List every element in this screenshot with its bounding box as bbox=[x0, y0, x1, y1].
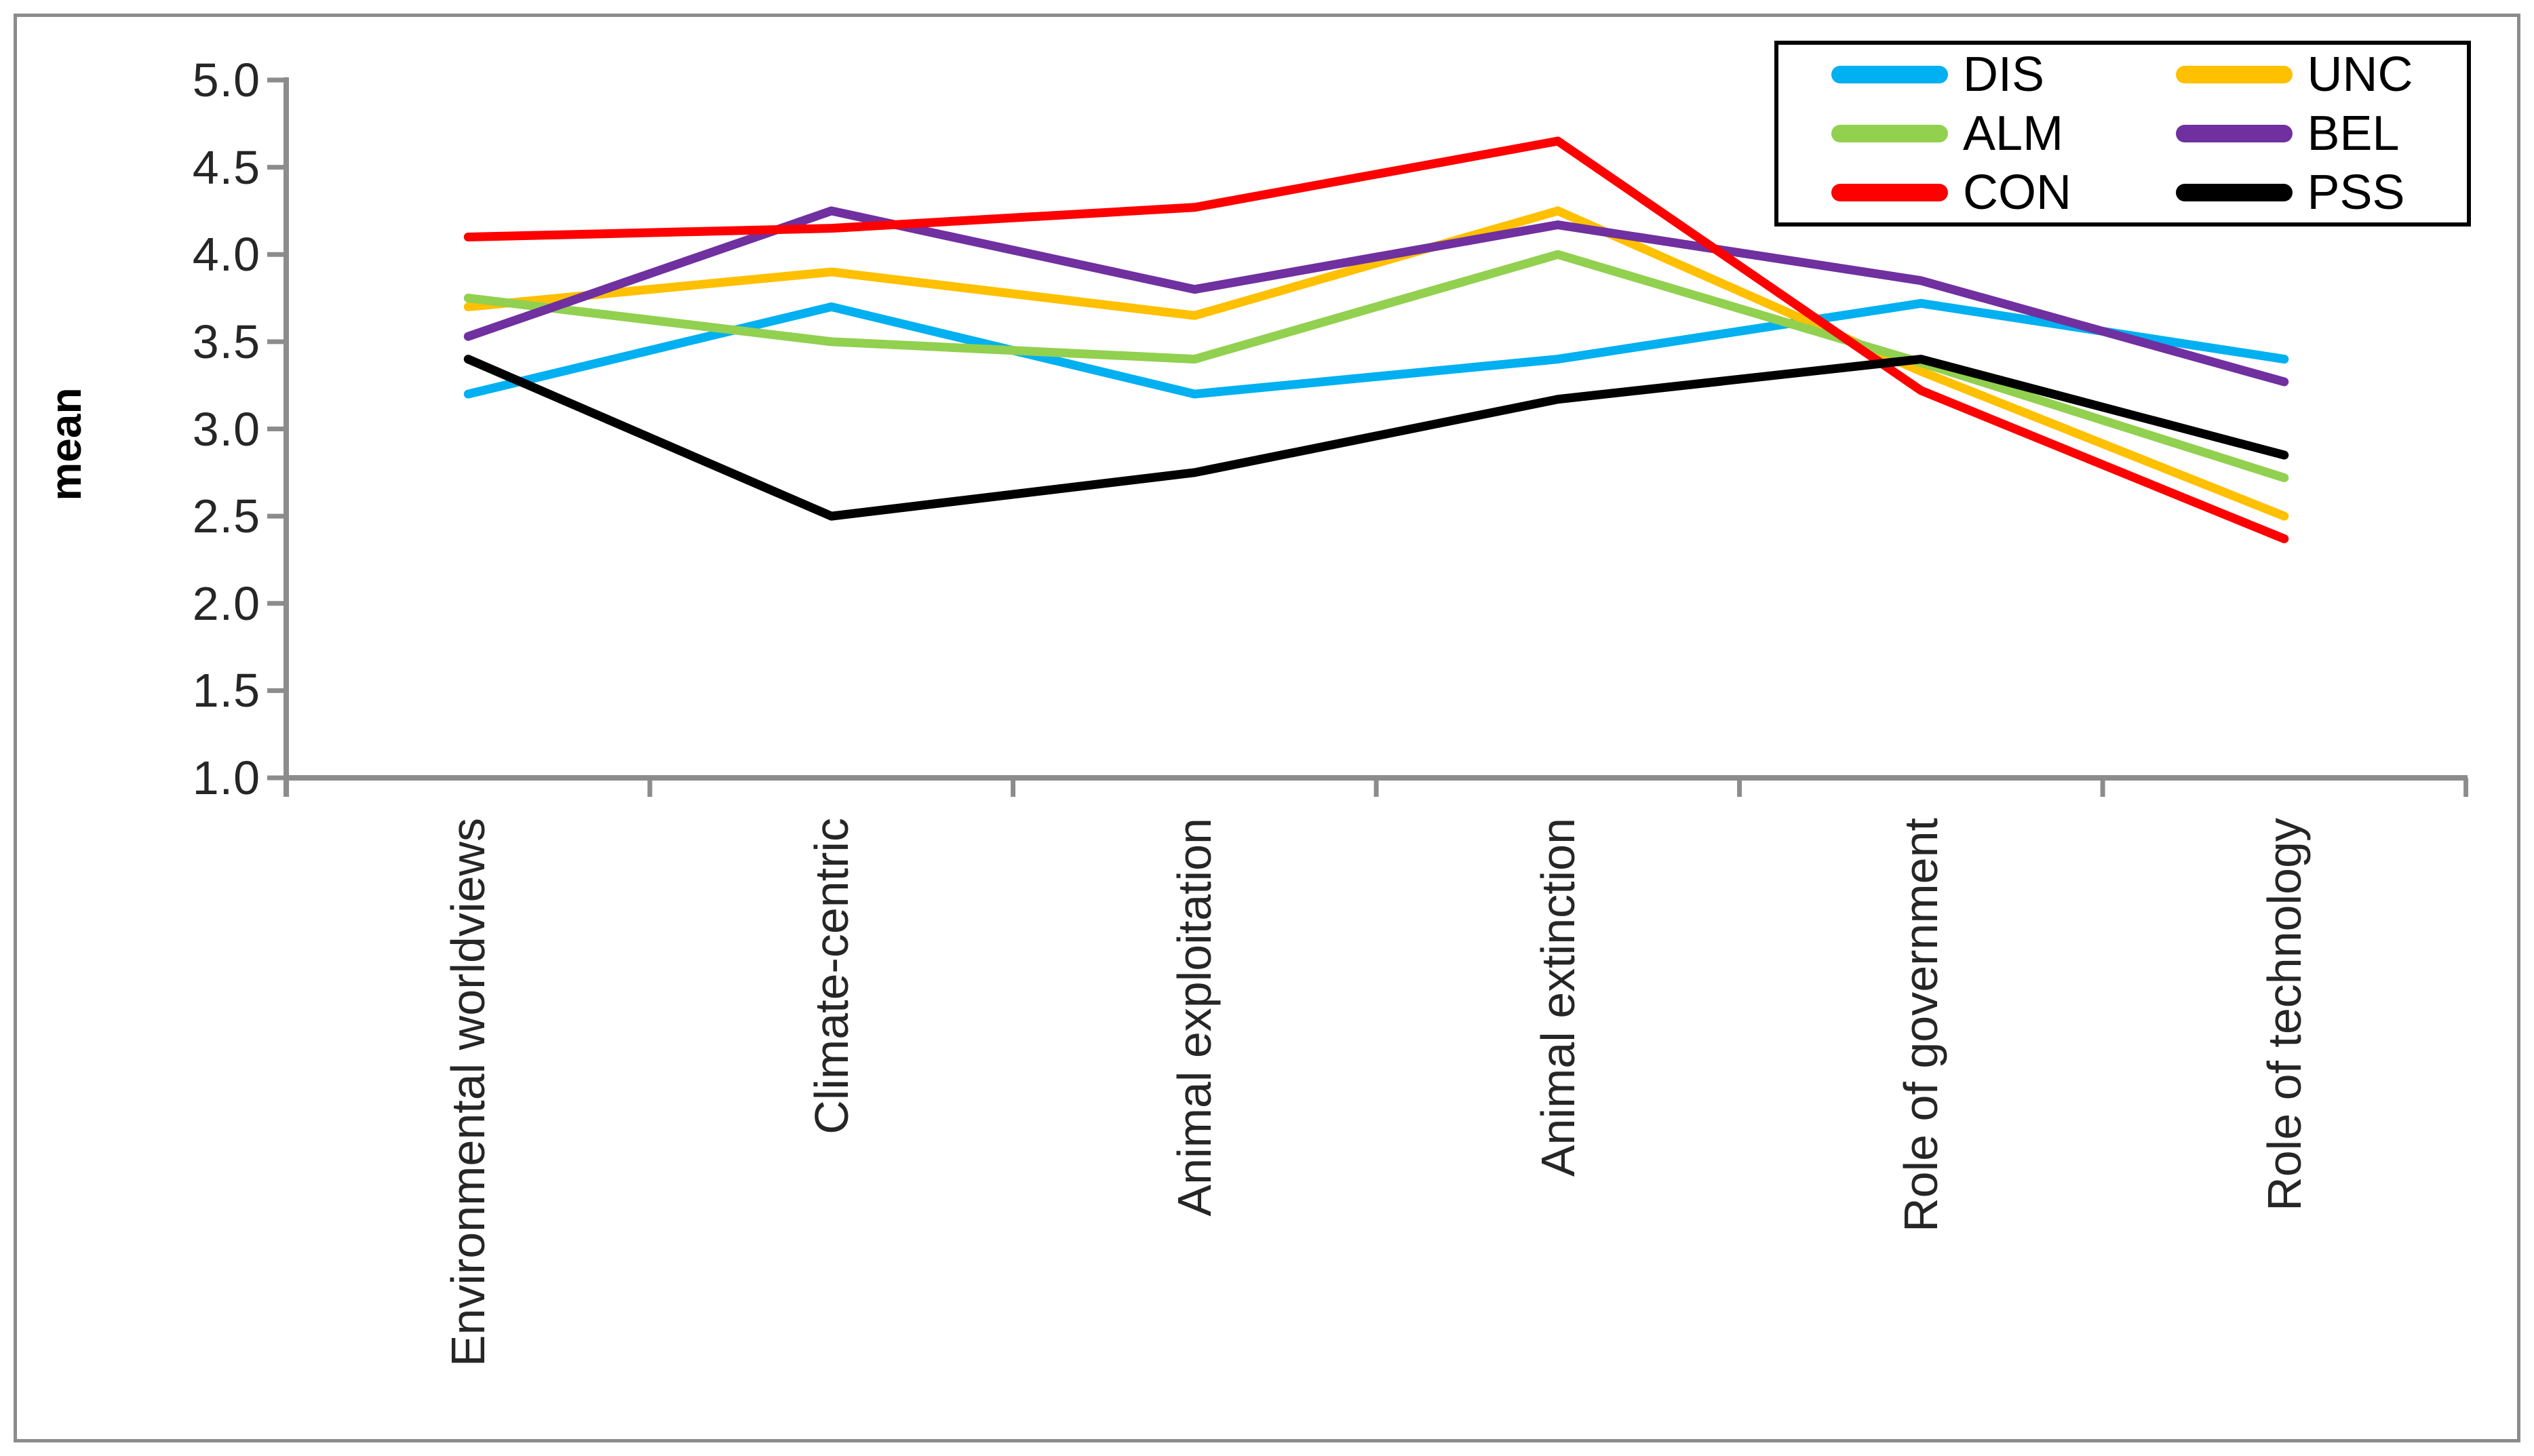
legend-swatch-con bbox=[1831, 184, 1948, 202]
legend-entry-alm: ALM bbox=[1778, 104, 2123, 163]
y-tick-label: 4.5 bbox=[192, 140, 260, 194]
y-tick-label: 2.5 bbox=[192, 490, 260, 543]
legend-label: DIS bbox=[1963, 47, 2045, 102]
legend-swatch-dis bbox=[1831, 65, 1948, 83]
y-tick-label: 5.0 bbox=[192, 54, 260, 106]
legend-label: ALM bbox=[1963, 106, 2064, 161]
x-category-label: Climate-centric bbox=[804, 818, 858, 1135]
y-tick-label: 1.5 bbox=[192, 664, 260, 717]
legend-swatch-alm bbox=[1831, 124, 1948, 142]
series-line-con bbox=[463, 136, 2289, 544]
x-category-label: Animal exploitation bbox=[1168, 818, 1222, 1217]
legend: DIS UNC ALM BEL CON PSS bbox=[1774, 41, 2471, 227]
legend-entry-con: CON bbox=[1778, 163, 2123, 222]
series-line-bel bbox=[463, 206, 2289, 387]
legend-swatch-bel bbox=[2175, 124, 2293, 142]
legend-entry-unc: UNC bbox=[2123, 45, 2468, 104]
legend-swatch-unc bbox=[2175, 65, 2293, 83]
y-axis-title: mean bbox=[41, 387, 90, 501]
legend-swatch-pss bbox=[2175, 184, 2293, 202]
legend-entry-bel: BEL bbox=[2123, 104, 2468, 163]
series-line-dis bbox=[463, 298, 2289, 399]
x-category-label: Role of technology bbox=[2257, 818, 2311, 1211]
legend-label: BEL bbox=[2307, 106, 2400, 161]
y-tick-label: 3.0 bbox=[192, 402, 260, 456]
legend-entry-dis: DIS bbox=[1778, 45, 2123, 104]
legend-label: UNC bbox=[2307, 47, 2413, 102]
y-tick-label: 3.5 bbox=[192, 315, 260, 368]
series-line-unc bbox=[463, 206, 2289, 521]
series-line-pss bbox=[463, 355, 2289, 521]
x-category-label: Role of government bbox=[1894, 818, 1948, 1232]
y-tick-label: 1.0 bbox=[192, 751, 260, 804]
legend-label: CON bbox=[1963, 165, 2071, 220]
x-category-label: Animal extinction bbox=[1531, 818, 1584, 1177]
series-line-alm bbox=[463, 250, 2289, 483]
legend-entry-pss: PSS bbox=[2123, 163, 2468, 222]
legend-label: PSS bbox=[2307, 165, 2405, 220]
y-tick-label: 4.0 bbox=[192, 228, 260, 281]
y-tick-label: 2.0 bbox=[192, 576, 260, 630]
x-category-label: Environmental worldviews bbox=[442, 818, 495, 1367]
